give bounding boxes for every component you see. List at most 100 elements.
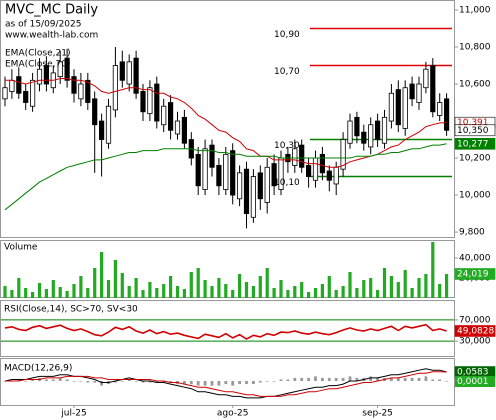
histogram-bar (79, 381, 83, 382)
volume-bar (127, 286, 131, 298)
histogram-bar (217, 381, 221, 386)
volume-bar (389, 276, 393, 298)
candle-body (85, 79, 91, 103)
last-value-label: 10,391 (457, 118, 489, 128)
candle-body (112, 65, 118, 111)
histogram-bar (438, 379, 442, 381)
volume-bar (44, 289, 48, 298)
candle-body (361, 131, 367, 144)
volume-bar (293, 286, 297, 298)
histogram-bar (376, 377, 379, 381)
histogram-bar (86, 381, 90, 383)
candle-body (236, 172, 243, 200)
panel-title: RSI(Close,14), SC>70, SV<30 (4, 305, 138, 315)
volume-bar (307, 292, 311, 298)
volume-bar (320, 284, 324, 298)
x-tick-label: ago-25 (217, 409, 249, 419)
candle-body (443, 98, 450, 131)
volume-bar (100, 252, 104, 298)
last-value-box (455, 376, 495, 387)
volume-bar (189, 272, 193, 298)
volume-bar (31, 292, 35, 298)
volume-bar (196, 268, 200, 298)
candle-body (381, 116, 388, 144)
histogram-bar (245, 381, 248, 385)
volume-bar (327, 276, 331, 298)
candle-body (299, 144, 305, 168)
histogram-bar (210, 381, 214, 386)
volume-bar (300, 282, 304, 298)
volume-bar (238, 274, 242, 298)
volume-bar (224, 284, 228, 298)
candle-body (167, 102, 174, 131)
candle-body (64, 57, 70, 81)
volume-bar (362, 280, 366, 298)
histogram-bar (321, 377, 324, 381)
candle-body (395, 89, 401, 126)
candle-body (195, 153, 201, 187)
ema-line (4, 143, 447, 211)
last-value-label: 49,0828 (457, 326, 494, 336)
volume-bar (24, 288, 28, 298)
y-tick-label: 10,600 (459, 80, 491, 90)
volume-bar (148, 282, 152, 298)
candle-body (202, 148, 208, 190)
histogram-bar (134, 381, 138, 382)
histogram-bar (403, 377, 407, 381)
candle-body (9, 79, 15, 92)
volume-bar (86, 288, 90, 298)
volume-bar (93, 268, 97, 298)
volume-bar (203, 280, 207, 298)
volume-bar (355, 288, 359, 298)
volume-bar (279, 280, 283, 298)
x-tick-label: sep-25 (362, 409, 393, 419)
volume-bar (410, 288, 414, 298)
candle-body (174, 120, 181, 135)
candle-body (209, 144, 215, 168)
candle-body (333, 166, 339, 185)
histogram-bar (114, 381, 117, 383)
histogram-bar (127, 379, 131, 381)
histogram-bar (369, 376, 373, 381)
candle-body (437, 102, 443, 116)
source: www.wealth-lab.com (5, 31, 98, 41)
histogram-bar (286, 379, 290, 381)
candle-body (402, 87, 408, 129)
price-panel (0, 0, 455, 238)
volume-bar (251, 286, 255, 298)
candle-body (57, 61, 63, 78)
histogram-bar (341, 377, 345, 381)
candle-body (264, 166, 270, 203)
histogram-bar (31, 379, 34, 381)
volume-bar (369, 278, 373, 298)
last-value-label: 0,0001 (457, 377, 489, 387)
histogram-bar (65, 379, 69, 381)
candle-body (154, 83, 160, 122)
candle-body (36, 68, 43, 85)
panel-title: Volume (4, 243, 38, 253)
volume-bar (51, 280, 55, 298)
y-tick-label: 11,000 (459, 5, 491, 15)
panel-title: MACD(12,26,9) (4, 364, 72, 374)
histogram-bar (231, 381, 235, 386)
rsi-panel (0, 300, 455, 357)
volume-bar (376, 290, 380, 298)
volume-bar (258, 276, 262, 298)
volume-bar (106, 280, 111, 298)
y-tick-label: 9,800 (459, 228, 485, 238)
candle-body (161, 105, 167, 126)
histogram-bar (258, 381, 262, 383)
volume-bar (17, 278, 21, 298)
volume-bar (134, 278, 138, 298)
candle-body (271, 163, 277, 187)
candle-body (105, 105, 112, 144)
last-value-box (454, 268, 496, 280)
candle-body (409, 83, 415, 100)
rsi-line (4, 323, 447, 340)
candle-body (354, 116, 360, 137)
histogram-bar (390, 377, 393, 381)
candle-body (319, 153, 326, 174)
last-value-label: 24,019 (457, 269, 489, 279)
histogram-bar (189, 381, 193, 385)
candle-body (257, 172, 263, 200)
